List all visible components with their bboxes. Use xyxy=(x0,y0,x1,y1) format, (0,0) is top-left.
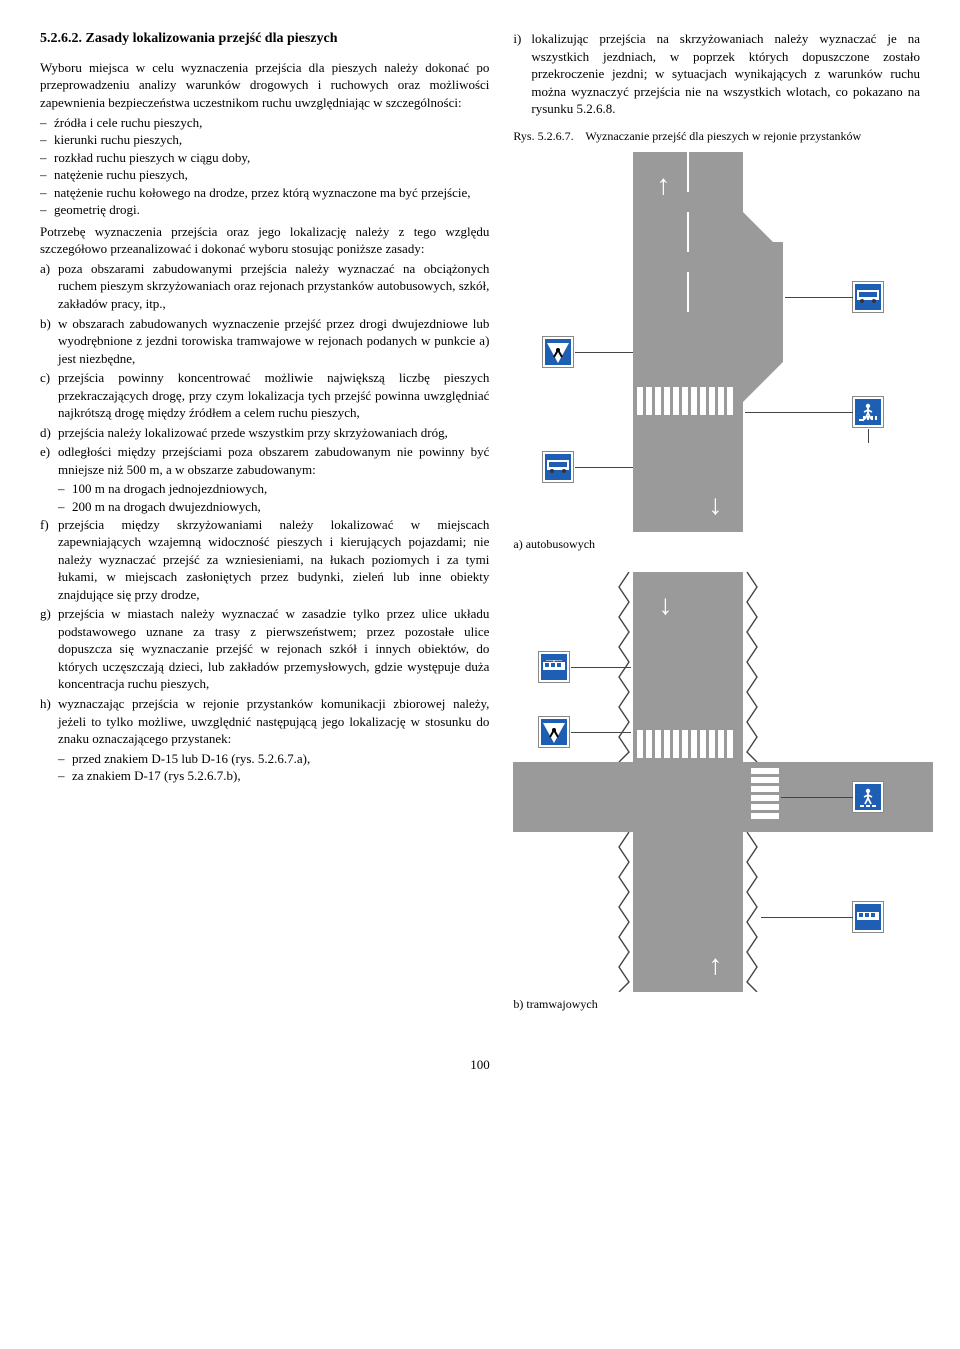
bus-stop-sign-icon xyxy=(853,282,883,312)
pedestrian-crossing-sign-icon xyxy=(853,782,883,812)
warning-crossing-sign-icon xyxy=(543,337,573,367)
warning-crossing-sign-icon xyxy=(539,717,569,747)
intro-p1: Wyboru miejsca w celu wyznaczenia przejś… xyxy=(40,59,489,112)
diagram-b-label: b) tramwajowych xyxy=(513,996,920,1012)
figure-caption: Rys. 5.2.6.7. Wyznaczanie przejść dla pi… xyxy=(513,128,920,144)
section-heading: 5.2.6.2. Zasady lokalizowania przejść dl… xyxy=(40,30,489,49)
tram-stop-sign-icon xyxy=(853,902,883,932)
intro-p2: Potrzebę wyznaczenia przejścia oraz jego… xyxy=(40,223,489,258)
letter-list: a)poza obszarami zabudowanymi przejścia … xyxy=(40,260,489,785)
bus-stop-sign-icon xyxy=(543,452,573,482)
diagram-b-tram: ↓ ↑ xyxy=(513,572,920,992)
diagram-a-bus: ↑ ↓ xyxy=(513,152,920,532)
page-number: 100 xyxy=(40,1056,920,1074)
diagram-a-label: a) autobusowych xyxy=(513,536,920,552)
section-title-text: Zasady lokalizowania przejść dla pieszyc… xyxy=(86,31,338,46)
item-i: i) lokalizując przejścia na skrzyżowania… xyxy=(513,30,920,118)
intro-bullets: –źródła i cele ruchu pieszych, –kierunki… xyxy=(40,114,489,219)
section-number: 5.2.6.2. xyxy=(40,31,82,46)
tram-stop-sign-icon xyxy=(539,652,569,682)
pedestrian-crossing-sign-icon xyxy=(853,397,883,427)
